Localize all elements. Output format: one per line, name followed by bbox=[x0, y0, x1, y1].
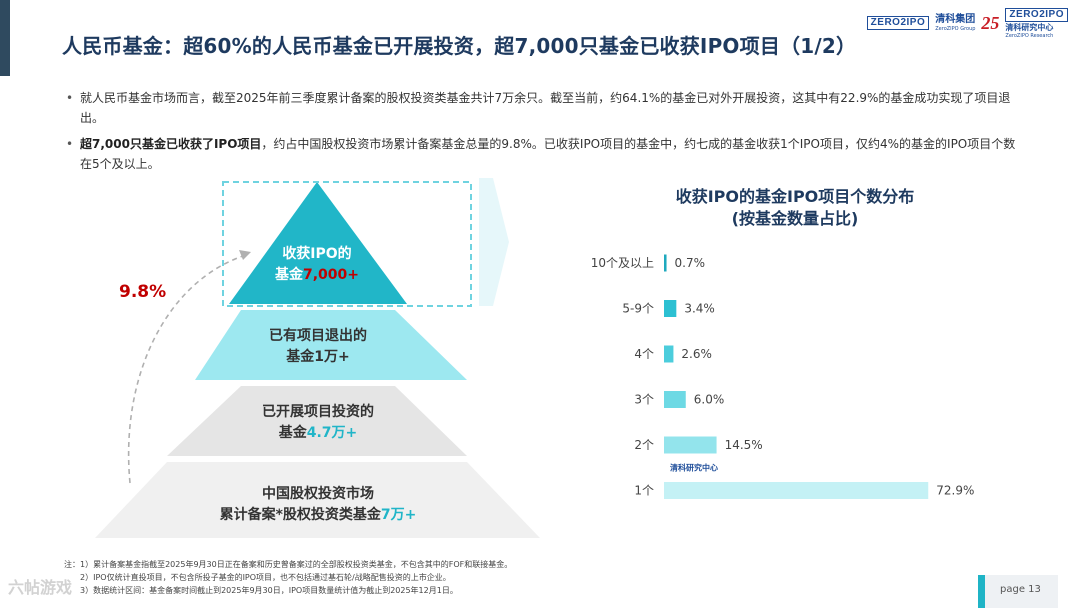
zero2ipo-wordmark: ZERO2IPO bbox=[866, 16, 930, 30]
bar bbox=[664, 391, 686, 408]
tier-1-line1: 收获IPO的 bbox=[282, 246, 352, 262]
tier-4-line2: 累计备案*股权投资类基金7万+ bbox=[193, 505, 443, 526]
watermark: 六帖游戏 bbox=[8, 578, 73, 597]
bullet-2: 超7,000只基金已收获了IPO项目，约占中国股权投资市场累计备案基金总量的9.… bbox=[64, 134, 1026, 174]
tier-2-prefix: 基金 bbox=[286, 349, 315, 365]
page-title: 人民币基金：超60%的人民币基金已开展投资，超7,000只基金已收获IPO项目（… bbox=[62, 34, 857, 58]
tier-1-prefix: 基金 bbox=[274, 267, 303, 283]
value-label: 72.9% bbox=[936, 484, 974, 498]
page-number: page 13 bbox=[1000, 584, 1041, 595]
zero2ipo-logo: ZERO2IPO bbox=[866, 16, 930, 30]
summary-bullets: 就人民币基金市场而言，截至2025年前三季度累计备案的股权投资类基金共计7万余只… bbox=[64, 88, 1026, 180]
bullet-2-bold: 超7,000只基金已收获了IPO项目 bbox=[80, 137, 262, 151]
value-label: 6.0% bbox=[694, 393, 725, 407]
tier-1-line2: 基金7,000+ bbox=[267, 265, 367, 286]
value-label: 2.6% bbox=[681, 347, 712, 361]
tier-2-value: 1万+ bbox=[314, 349, 350, 365]
fund-pyramid: 收获IPO的 基金7,000+ 已有项目退出的 基金1万+ 已开展项目投资的 基… bbox=[95, 178, 555, 548]
highlight-dashed-box bbox=[222, 181, 472, 307]
bullet-1: 就人民币基金市场而言，截至2025年前三季度累计备案的股权投资类基金共计7万余只… bbox=[64, 88, 1026, 128]
tier-4-prefix: 累计备案*股权投资类基金 bbox=[219, 507, 381, 523]
header-logos: ZERO2IPO 清科集团 ZeroZIPO Group 25 ZERO2IPO… bbox=[866, 7, 1068, 39]
tier-2-line2: 基金1万+ bbox=[241, 347, 395, 368]
pyramid-tier-2 bbox=[195, 310, 467, 380]
chart-title: 收获IPO的基金IPO项目个数分布 (按基金数量占比) bbox=[600, 186, 990, 230]
bar bbox=[664, 345, 674, 363]
category-label: 2个 bbox=[634, 438, 654, 452]
pyramid-tier-1 bbox=[229, 182, 407, 304]
value-label: 0.7% bbox=[675, 256, 706, 270]
group-logo: 清科集团 ZeroZIPO Group bbox=[935, 14, 975, 32]
curved-arrow-head bbox=[239, 250, 251, 260]
tier-4-line1: 中国股权投资市场 bbox=[262, 486, 374, 502]
category-label: 4个 bbox=[634, 347, 654, 361]
bar bbox=[664, 254, 667, 272]
bar bbox=[664, 482, 929, 499]
title-accent-bar bbox=[0, 0, 10, 76]
tier-4-value: 7万+ bbox=[380, 507, 417, 523]
research-sub: ZeroZIPO Research bbox=[1005, 32, 1054, 39]
tier-2-label: 已有项目退出的 基金1万+ bbox=[241, 326, 395, 368]
pyramid-percentage: 9.8% bbox=[119, 282, 167, 302]
group-sub: ZeroZIPO Group bbox=[935, 26, 976, 32]
research-name: 清科研究中心 bbox=[1005, 22, 1054, 32]
chart-title-line1: 收获IPO的基金IPO项目个数分布 bbox=[675, 187, 915, 206]
tier-1-label: 收获IPO的 基金7,000+ bbox=[267, 244, 367, 286]
bullet-1-text: 就人民币基金市场而言，截至2025年前三季度累计备案的股权投资类基金共计7万余只… bbox=[80, 91, 1011, 125]
ipo-distribution-chart: 10个及以上 0.7% 5-9个 3.4% 4个 2.6% 3个 6.0% 2个 14.5% 1个 7… bbox=[591, 254, 974, 499]
footnotes: 注：1）累计备案基金指截至2025年9月30日正在备案和历史曾备案过的全部股权投… bbox=[64, 558, 512, 597]
tier-3-value: 4.7万+ bbox=[306, 425, 358, 441]
tier-3-prefix: 基金 bbox=[278, 425, 307, 441]
tier-1-value: 7,000+ bbox=[302, 267, 359, 283]
anniversary-logo: 25 bbox=[981, 12, 1000, 33]
value-label: 3.4% bbox=[684, 302, 715, 316]
research-stamp: 清科研究中心 bbox=[670, 463, 718, 473]
tier-2-line1: 已有项目退出的 bbox=[269, 328, 367, 344]
research-logo: ZERO2IPO 清科研究中心 ZeroZIPO Research bbox=[1005, 7, 1068, 39]
category-label: 5-9个 bbox=[622, 302, 654, 316]
research-wordmark: ZERO2IPO bbox=[1005, 7, 1068, 22]
page-accent bbox=[978, 575, 985, 608]
pyramid-tier-3 bbox=[167, 386, 467, 456]
pyramid-tier-4 bbox=[95, 462, 540, 538]
tier-4-label: 中国股权投资市场 累计备案*股权投资类基金7万+ bbox=[193, 484, 443, 526]
category-label: 3个 bbox=[634, 393, 654, 407]
bullet-2-text: ，约占中国股权投资市场累计备案基金总量的9.8%。已收获IPO项目的基金中，约七… bbox=[80, 137, 1016, 171]
tier-3-line2: 基金4.7万+ bbox=[241, 423, 395, 444]
bar bbox=[664, 436, 717, 454]
footnote-2: 2）IPO仅统计直投项目，不包含所投子基金的IPO项目，也不包括通过基石轮/战略… bbox=[80, 573, 451, 582]
category-label: 1个 bbox=[634, 484, 654, 498]
tier-3-label: 已开展项目投资的 基金4.7万+ bbox=[241, 402, 395, 444]
pyramid-graphic bbox=[95, 178, 540, 538]
tier-3-line1: 已开展项目投资的 bbox=[262, 404, 374, 420]
category-label: 10个及以上 bbox=[591, 256, 654, 270]
footnote-1: 注：1）累计备案基金指截至2025年9月30日正在备案和历史曾备案过的全部股权投… bbox=[64, 560, 513, 569]
page-indicator: page 13 bbox=[978, 575, 1058, 608]
pointer-arrow bbox=[479, 178, 509, 306]
bar bbox=[664, 300, 677, 317]
value-label: 14.5% bbox=[725, 438, 763, 452]
footnote-3: 3）数据统计区间：基金备案时间截止到2025年9月30日，IPO项目数量统计值为… bbox=[80, 586, 458, 595]
curved-arrow bbox=[127, 255, 244, 484]
group-name: 清科集团 bbox=[935, 14, 976, 25]
chart-title-line2: (按基金数量占比) bbox=[731, 209, 859, 228]
